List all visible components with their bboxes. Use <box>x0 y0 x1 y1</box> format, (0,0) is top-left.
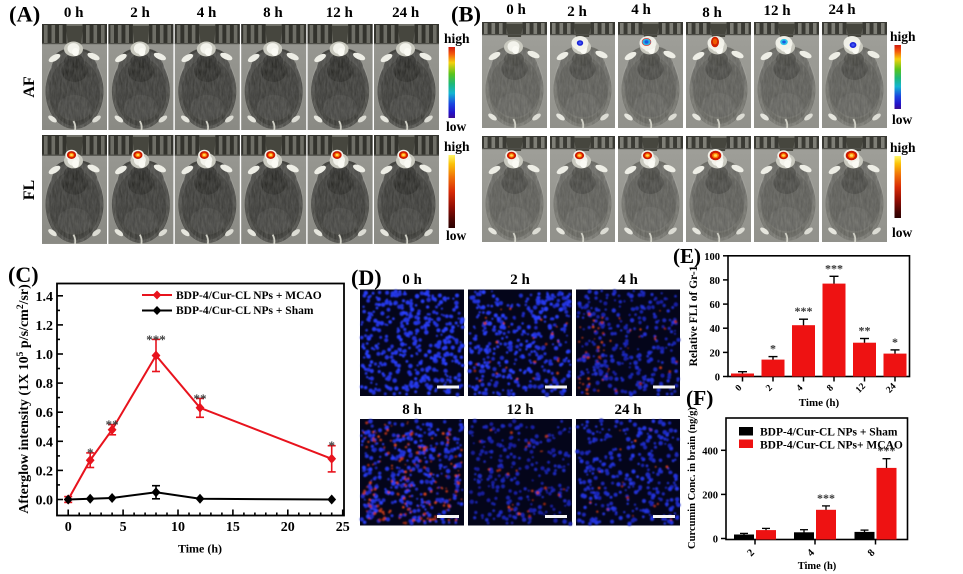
svg-text:***: *** <box>878 444 896 458</box>
svg-text:0.6: 0.6 <box>36 406 54 421</box>
svg-text:low: low <box>892 112 913 127</box>
svg-text:24 h: 24 h <box>828 2 856 18</box>
svg-text:100: 100 <box>704 252 720 263</box>
svg-text:40: 40 <box>710 324 721 335</box>
svg-text:4 h: 4 h <box>618 272 638 288</box>
svg-text:0: 0 <box>715 373 720 384</box>
svg-text:high: high <box>890 140 916 155</box>
svg-text:2: 2 <box>745 547 756 558</box>
svg-text:***: *** <box>795 304 813 318</box>
svg-text:BDP-4/Cur-CL NPs + MCAO: BDP-4/Cur-CL NPs + MCAO <box>176 290 322 302</box>
svg-text:(A): (A) <box>9 2 40 27</box>
svg-text:Afterglow intensity (1X 105 p: Afterglow intensity (1X 105 p/s/cm2/sr) <box>16 284 32 514</box>
svg-text:Time (h): Time (h) <box>178 542 222 556</box>
svg-text:Relative FLI of Gr-1: Relative FLI of Gr-1 <box>688 265 700 366</box>
svg-text:Time (h): Time (h) <box>799 397 840 409</box>
svg-text:***: *** <box>825 261 843 275</box>
svg-text:200: 200 <box>702 490 718 501</box>
svg-text:***: *** <box>146 332 166 347</box>
svg-text:0 h: 0 h <box>402 272 422 288</box>
svg-text:FL: FL <box>21 180 38 200</box>
svg-text:1.2: 1.2 <box>36 319 54 334</box>
svg-text:BDP-4/Cur-CL NPs + Sham: BDP-4/Cur-CL NPs + Sham <box>176 305 314 317</box>
svg-text:low: low <box>446 228 467 243</box>
svg-text:*: * <box>770 342 776 356</box>
svg-text:12 h: 12 h <box>763 3 791 19</box>
svg-text:AF: AF <box>21 76 38 98</box>
svg-text:0.2: 0.2 <box>36 464 54 479</box>
svg-text:0 h: 0 h <box>506 2 526 18</box>
svg-text:24 h: 24 h <box>614 402 642 418</box>
svg-text:**: ** <box>106 417 119 432</box>
svg-text:(D): (D) <box>351 265 382 290</box>
svg-text:Time (h): Time (h) <box>798 561 837 572</box>
svg-text:24 h: 24 h <box>392 5 420 21</box>
svg-text:0: 0 <box>734 383 745 394</box>
svg-text:0.0: 0.0 <box>36 494 54 509</box>
svg-text:(C): (C) <box>8 262 39 287</box>
svg-text:BDP-4/Cur-CL NPs+ MCAO: BDP-4/Cur-CL NPs+ MCAO <box>760 440 903 452</box>
svg-text:0.4: 0.4 <box>36 435 54 450</box>
svg-text:20: 20 <box>281 520 295 535</box>
svg-text:8 h: 8 h <box>402 402 422 418</box>
svg-text:high: high <box>444 139 470 154</box>
svg-text:*: * <box>328 438 335 453</box>
svg-text:8 h: 8 h <box>702 5 722 21</box>
svg-text:8: 8 <box>825 383 836 394</box>
svg-text:1.0: 1.0 <box>36 348 54 363</box>
svg-text:4 h: 4 h <box>631 2 651 18</box>
svg-text:20: 20 <box>710 348 721 359</box>
svg-text:**: ** <box>194 391 207 406</box>
svg-text:low: low <box>892 225 913 240</box>
svg-text:(B): (B) <box>451 2 481 27</box>
svg-text:**: ** <box>859 324 871 338</box>
svg-text:0.8: 0.8 <box>36 377 54 392</box>
svg-text:2: 2 <box>764 383 775 394</box>
svg-text:0 h: 0 h <box>64 5 84 21</box>
svg-text:12 h: 12 h <box>326 5 354 21</box>
svg-text:4 h: 4 h <box>197 5 217 21</box>
svg-text:1.4: 1.4 <box>36 290 54 305</box>
svg-text:60: 60 <box>710 300 721 311</box>
svg-text:***: *** <box>817 491 835 505</box>
svg-text:0: 0 <box>65 520 72 535</box>
svg-text:2 h: 2 h <box>567 4 587 20</box>
svg-text:high: high <box>444 31 470 46</box>
svg-text:12 h: 12 h <box>506 402 534 418</box>
svg-text:25: 25 <box>336 520 350 535</box>
svg-text:low: low <box>446 119 467 134</box>
svg-text:*: * <box>892 335 898 349</box>
svg-text:10: 10 <box>171 520 185 535</box>
svg-text:Curcumin Conc. in brain (ng/g): Curcumin Conc. in brain (ng/g) <box>687 407 698 549</box>
svg-text:400: 400 <box>702 446 718 457</box>
svg-text:5: 5 <box>120 520 127 535</box>
svg-text:*: * <box>87 445 94 460</box>
svg-text:2 h: 2 h <box>510 272 530 288</box>
svg-text:4: 4 <box>795 383 806 394</box>
svg-text:(E): (E) <box>673 244 701 268</box>
svg-text:8: 8 <box>866 547 877 558</box>
svg-text:15: 15 <box>226 520 240 535</box>
svg-text:80: 80 <box>710 276 721 287</box>
svg-text:8 h: 8 h <box>263 5 283 21</box>
svg-text:high: high <box>890 29 916 44</box>
svg-text:(F): (F) <box>686 386 713 410</box>
svg-text:2 h: 2 h <box>130 5 150 21</box>
svg-text:BDP-4/Cur-CL NPs + Sham: BDP-4/Cur-CL NPs + Sham <box>760 427 898 439</box>
svg-text:0: 0 <box>713 535 718 546</box>
